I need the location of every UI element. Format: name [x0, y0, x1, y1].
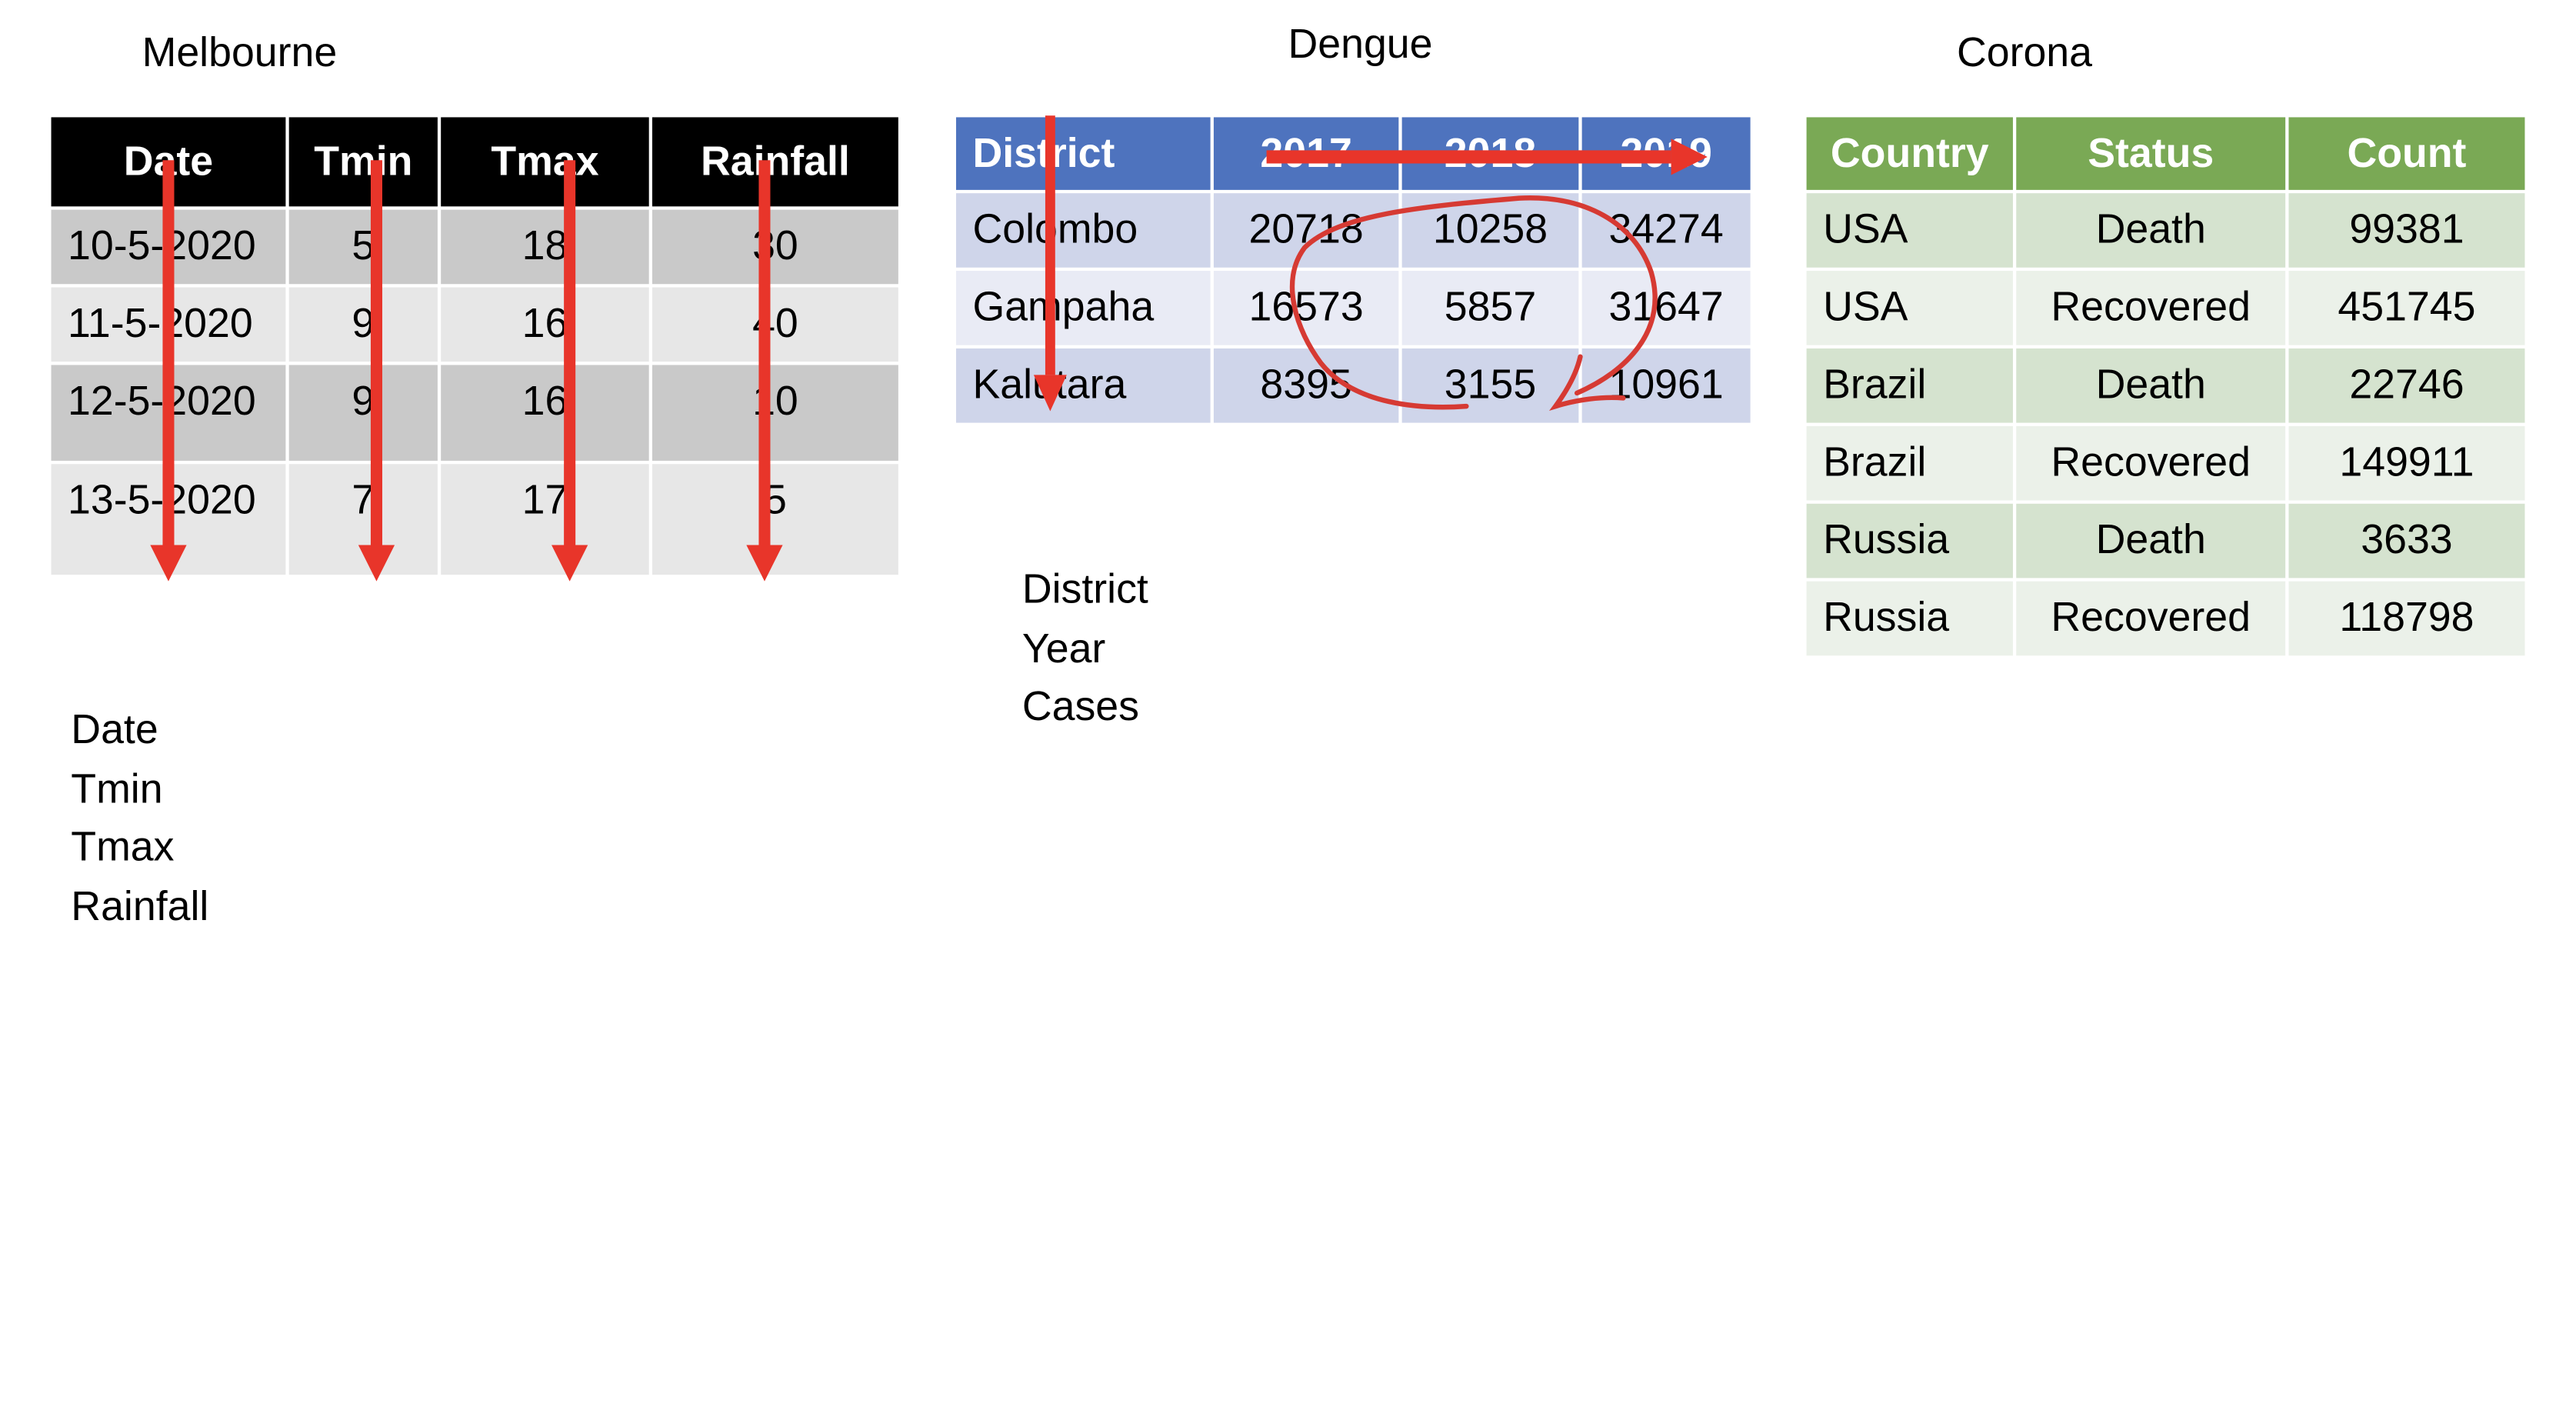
- melbourne-variable-list: Date Tmin Tmax Rainfall: [71, 702, 208, 936]
- header-row: District 2017 2018 2019: [955, 117, 1751, 190]
- cell: 31647: [1581, 271, 1751, 345]
- variable-item: District: [1021, 566, 1148, 613]
- cell: Brazil: [1806, 425, 2013, 501]
- cell: USA: [1806, 193, 2013, 268]
- variable-item: Date: [71, 706, 158, 753]
- variable-item: Cases: [1021, 683, 1140, 730]
- cell: 40: [651, 287, 898, 362]
- cell: 8395: [1213, 348, 1399, 423]
- table-row: USA Death 99381: [1806, 193, 2525, 268]
- cell: 5: [651, 464, 898, 575]
- cell: 10-5-2020: [51, 209, 286, 285]
- cell: Recovered: [2016, 425, 2286, 501]
- cell: 13-5-2020: [51, 464, 286, 575]
- melbourne-table: Date Tmin Tmax Rainfall 10-5-2020 5 18 30 1…: [48, 114, 901, 578]
- cell: Kalutara: [955, 348, 1211, 423]
- cell: 22746: [2288, 348, 2525, 423]
- variable-item: Year: [1021, 625, 1106, 672]
- cell: 5857: [1401, 271, 1579, 345]
- cell: 17: [441, 464, 649, 575]
- cell: Russia: [1806, 503, 2013, 578]
- cell: Death: [2016, 503, 2286, 578]
- cell: Brazil: [1806, 348, 2013, 423]
- cell: 7: [288, 464, 438, 575]
- table-row: Brazil Recovered 149911: [1806, 425, 2525, 501]
- cell: 149911: [2288, 425, 2525, 501]
- cell: Recovered: [2016, 271, 2286, 345]
- header-cell: Status: [2016, 117, 2286, 190]
- header-row: Date Tmin Tmax Rainfall: [51, 117, 898, 207]
- table-row: 11-5-2020 9 16 40: [51, 287, 898, 362]
- cell: 11-5-2020: [51, 287, 286, 362]
- cell: 118798: [2288, 581, 2525, 656]
- cell: USA: [1806, 271, 2013, 345]
- header-cell: Rainfall: [651, 117, 898, 207]
- header-cell: 2018: [1401, 117, 1579, 190]
- header-cell: Date: [51, 117, 286, 207]
- table-row: Russia Death 3633: [1806, 503, 2525, 578]
- cell: 10961: [1581, 348, 1751, 423]
- cell: Colombo: [955, 193, 1211, 268]
- header-row: Country Status Count: [1806, 117, 2525, 190]
- cell: Death: [2016, 348, 2286, 423]
- cell: 9: [288, 287, 438, 362]
- header-cell: Tmax: [441, 117, 649, 207]
- cell: 30: [651, 209, 898, 285]
- variable-item: Tmin: [71, 765, 163, 812]
- cell: 10: [651, 365, 898, 461]
- cell: 34274: [1581, 193, 1751, 268]
- cell: 451745: [2288, 271, 2525, 345]
- cell: 10258: [1401, 193, 1579, 268]
- header-cell: Count: [2288, 117, 2525, 190]
- cell: Russia: [1806, 581, 2013, 656]
- cell: 12-5-2020: [51, 365, 286, 461]
- corona-title: Corona: [1956, 29, 2092, 76]
- dengue-table: District 2017 2018 2019 Colombo 20718 1025…: [953, 114, 1754, 426]
- cell: 3633: [2288, 503, 2525, 578]
- header-cell: Country: [1806, 117, 2013, 190]
- cell: 16573: [1213, 271, 1399, 345]
- header-cell: District: [955, 117, 1211, 190]
- cell: 16: [441, 365, 649, 461]
- cell: 3155: [1401, 348, 1579, 423]
- table-row: 12-5-2020 9 16 10: [51, 365, 898, 461]
- table-row: Kalutara 8395 3155 10961: [955, 348, 1751, 423]
- table-row: Colombo 20718 10258 34274: [955, 193, 1751, 268]
- cell: 99381: [2288, 193, 2525, 268]
- cell: 16: [441, 287, 649, 362]
- table-row: USA Recovered 451745: [1806, 271, 2525, 345]
- cell: Recovered: [2016, 581, 2286, 656]
- table-row: 13-5-2020 7 17 5: [51, 464, 898, 575]
- dengue-variable-list: District Year Cases: [1022, 562, 1148, 738]
- header-cell: Tmin: [288, 117, 438, 207]
- cell: Gampaha: [955, 271, 1211, 345]
- corona-table: Country Status Count USA Death 99381 USA Re…: [1803, 114, 2528, 658]
- variable-item: Tmax: [71, 824, 175, 871]
- variable-item: Rainfall: [71, 882, 209, 929]
- table-row: Russia Recovered 118798: [1806, 581, 2525, 656]
- table-row: 10-5-2020 5 18 30: [51, 209, 898, 285]
- melbourne-title: Melbourne: [142, 29, 338, 76]
- header-cell: 2017: [1213, 117, 1399, 190]
- cell: 5: [288, 209, 438, 285]
- header-cell: 2019: [1581, 117, 1751, 190]
- dengue-title: Dengue: [1288, 21, 1433, 68]
- cell: 9: [288, 365, 438, 461]
- table-row: Gampaha 16573 5857 31647: [955, 271, 1751, 345]
- cell: Death: [2016, 193, 2286, 268]
- table-row: Brazil Death 22746: [1806, 348, 2525, 423]
- cell: 20718: [1213, 193, 1399, 268]
- cell: 18: [441, 209, 649, 285]
